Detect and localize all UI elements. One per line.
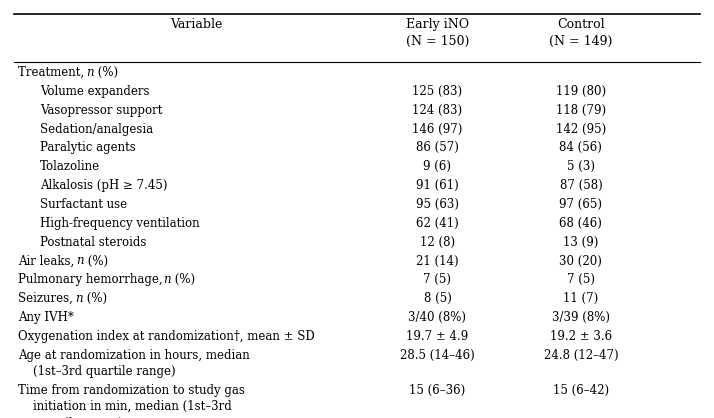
Text: 62 (41): 62 (41) <box>416 217 459 230</box>
Text: 95 (63): 95 (63) <box>416 198 459 211</box>
Text: Paralytic agents: Paralytic agents <box>40 141 136 154</box>
Text: 30 (20): 30 (20) <box>560 255 603 268</box>
Text: 118 (79): 118 (79) <box>555 104 606 117</box>
Text: n: n <box>86 66 94 79</box>
Text: 24.8 (12–47): 24.8 (12–47) <box>543 349 618 362</box>
Text: 124 (83): 124 (83) <box>413 104 463 117</box>
Text: Time from randomization to study gas
    initiation in min, median (1st–3rd
    : Time from randomization to study gas ini… <box>18 384 244 418</box>
Text: Variable: Variable <box>170 18 222 31</box>
Text: 19.7 ± 4.9: 19.7 ± 4.9 <box>406 330 468 343</box>
Text: Postnatal steroids: Postnatal steroids <box>40 236 146 249</box>
Text: 7 (5): 7 (5) <box>423 273 451 286</box>
Text: 8 (5): 8 (5) <box>423 292 451 305</box>
Text: Alkalosis (pH ≥ 7.45): Alkalosis (pH ≥ 7.45) <box>40 179 168 192</box>
Text: 87 (58): 87 (58) <box>560 179 603 192</box>
Text: Any IVH*: Any IVH* <box>18 311 74 324</box>
Text: 3/40 (8%): 3/40 (8%) <box>408 311 466 324</box>
Text: 5 (3): 5 (3) <box>567 160 595 173</box>
Text: 146 (97): 146 (97) <box>412 122 463 135</box>
Text: 15 (6–42): 15 (6–42) <box>553 384 609 397</box>
Text: Control
(N = 149): Control (N = 149) <box>549 18 613 48</box>
Text: 125 (83): 125 (83) <box>413 85 463 98</box>
Text: 11 (7): 11 (7) <box>563 292 598 305</box>
Text: Early iNO
(N = 150): Early iNO (N = 150) <box>406 18 469 48</box>
Text: (%): (%) <box>171 273 195 286</box>
Text: 15 (6–36): 15 (6–36) <box>409 384 466 397</box>
Text: 9 (6): 9 (6) <box>423 160 451 173</box>
Text: n: n <box>163 273 171 286</box>
Text: Pulmonary hemorrhage,: Pulmonary hemorrhage, <box>18 273 166 286</box>
Text: 12 (8): 12 (8) <box>420 236 455 249</box>
Text: Vasopressor support: Vasopressor support <box>40 104 162 117</box>
Text: Surfactant use: Surfactant use <box>40 198 127 211</box>
Text: Air leaks,: Air leaks, <box>18 255 78 268</box>
Text: 91 (61): 91 (61) <box>416 179 459 192</box>
Text: (%): (%) <box>84 255 108 268</box>
Text: Seizures,: Seizures, <box>18 292 76 305</box>
Text: n: n <box>76 255 84 268</box>
Text: 119 (80): 119 (80) <box>555 85 606 98</box>
Text: 86 (57): 86 (57) <box>416 141 459 154</box>
Text: Age at randomization in hours, median
    (1st–3rd quartile range): Age at randomization in hours, median (1… <box>18 349 249 378</box>
Text: Oxygenation index at randomization†, mean ± SD: Oxygenation index at randomization†, mea… <box>18 330 314 343</box>
Text: Tolazoline: Tolazoline <box>40 160 100 173</box>
Text: n: n <box>75 292 83 305</box>
Text: High-frequency ventilation: High-frequency ventilation <box>40 217 200 230</box>
Text: 7 (5): 7 (5) <box>567 273 595 286</box>
Text: 3/39 (8%): 3/39 (8%) <box>552 311 610 324</box>
Text: Sedation/analgesia: Sedation/analgesia <box>40 122 153 135</box>
Text: 21 (14): 21 (14) <box>416 255 459 268</box>
Text: (%): (%) <box>83 292 106 305</box>
Text: 28.5 (14–46): 28.5 (14–46) <box>400 349 475 362</box>
Text: 84 (56): 84 (56) <box>560 141 603 154</box>
Text: 97 (65): 97 (65) <box>559 198 603 211</box>
Text: 142 (95): 142 (95) <box>555 122 606 135</box>
Text: 13 (9): 13 (9) <box>563 236 598 249</box>
Text: Volume expanders: Volume expanders <box>40 85 149 98</box>
Text: (%): (%) <box>94 66 118 79</box>
Text: Treatment,: Treatment, <box>18 66 88 79</box>
Text: 68 (46): 68 (46) <box>560 217 603 230</box>
Text: 19.2 ± 3.6: 19.2 ± 3.6 <box>550 330 612 343</box>
